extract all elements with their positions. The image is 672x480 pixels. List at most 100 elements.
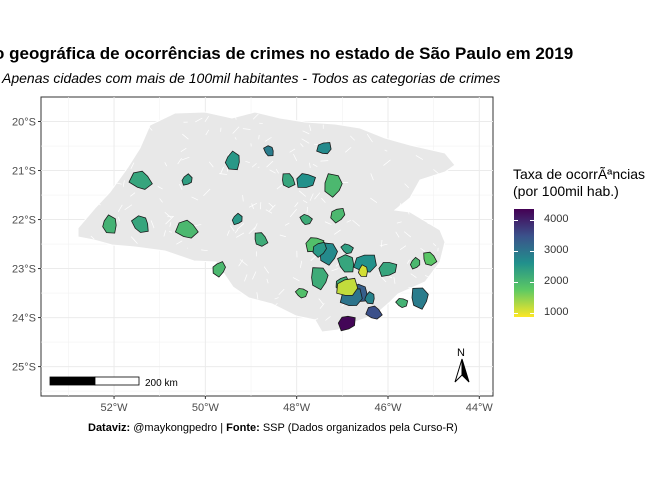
- legend-tick-mark: [530, 219, 534, 221]
- legend-tick-mark: [514, 219, 518, 221]
- city-polygon: [423, 251, 438, 266]
- municipal-boundary: [176, 240, 183, 245]
- municipal-boundary: [379, 243, 388, 247]
- municipal-boundary: [346, 219, 352, 223]
- y-tick-label: 25°S: [12, 362, 36, 374]
- municipal-boundary: [258, 134, 260, 140]
- city-polygon: [254, 232, 269, 247]
- north-arrow-right-icon: [461, 358, 470, 383]
- municipal-boundary: [289, 148, 296, 153]
- municipal-boundary: [191, 196, 199, 201]
- city-polygon: [330, 207, 346, 224]
- municipal-boundary: [245, 161, 250, 163]
- legend-tick-mark: [530, 282, 534, 284]
- municipal-boundary: [276, 184, 283, 190]
- municipal-boundary: [319, 303, 325, 309]
- city-polygon: [231, 212, 243, 226]
- city-polygon: [263, 145, 274, 157]
- city-polygon: [409, 256, 421, 270]
- municipal-boundary: [314, 192, 321, 200]
- municipal-boundary: [220, 166, 224, 174]
- municipal-boundary: [318, 298, 324, 305]
- municipal-boundary: [244, 274, 248, 282]
- municipal-boundary: [415, 155, 423, 160]
- municipal-boundary: [266, 278, 269, 284]
- municipal-boundary: [165, 216, 174, 225]
- legend: Taxa de ocorrÃªncias (por 100mil hab.) 4…: [513, 166, 646, 318]
- municipal-boundary: [324, 221, 332, 225]
- city-polygon: [174, 219, 199, 239]
- y-tick-label: 23°S: [12, 264, 36, 276]
- municipal-boundary: [293, 153, 298, 162]
- municipal-boundary: [320, 160, 329, 162]
- x-axis: 52°W 50°W 48°W 46°W 44°W: [101, 396, 494, 414]
- municipal-boundary: [341, 303, 345, 307]
- municipal-boundary: [252, 113, 259, 120]
- municipal-boundary: [299, 260, 303, 268]
- municipal-boundary: [265, 209, 273, 214]
- x-tick-label: 50°W: [192, 402, 220, 414]
- municipal-boundary: [274, 297, 279, 300]
- legend-title-line2: (por 100mil hab.): [513, 183, 619, 199]
- municipal-boundary: [292, 277, 300, 282]
- municipal-boundary: [232, 126, 240, 134]
- scale-bar-white: [94, 376, 140, 386]
- city-polygon: [102, 214, 117, 234]
- legend-tick-label: 2000: [544, 275, 569, 288]
- city-polygon: [395, 298, 409, 309]
- caption-dataviz-label: Dataviz:: [88, 422, 131, 434]
- legend-tick-mark: [514, 251, 518, 253]
- municipal-boundary: [410, 273, 417, 278]
- municipal-boundary: [251, 163, 257, 168]
- municipal-boundary: [122, 180, 125, 187]
- legend-tick-mark: [514, 282, 518, 284]
- city-polygon: [337, 315, 356, 332]
- city-polygon: [316, 142, 332, 155]
- municipal-boundary: [251, 203, 254, 210]
- municipal-boundary: [334, 229, 341, 235]
- municipal-boundary: [118, 216, 120, 222]
- city-polygon: [365, 305, 383, 320]
- legend-tick-label: 3000: [544, 244, 569, 257]
- municipal-boundary: [164, 211, 172, 219]
- municipal-boundary: [163, 230, 166, 237]
- municipal-boundary: [310, 255, 316, 261]
- municipal-boundary: [194, 223, 202, 227]
- city-polygon: [224, 150, 240, 171]
- municipal-boundary: [366, 133, 373, 143]
- municipal-boundary: [312, 163, 318, 168]
- municipal-boundary: [300, 143, 304, 148]
- municipal-boundary: [236, 232, 245, 238]
- municipal-boundary: [254, 223, 258, 230]
- municipal-boundary: [298, 190, 306, 197]
- municipal-boundary: [205, 129, 210, 136]
- municipal-boundary: [203, 188, 211, 197]
- north-label: N: [457, 347, 465, 359]
- x-tick-label: 44°W: [466, 402, 494, 414]
- municipal-boundary: [177, 157, 182, 165]
- municipal-boundary: [279, 234, 286, 238]
- municipal-boundary: [219, 173, 228, 175]
- caption: Dataviz: @maykongpedro | Fonte: SSP (Dad…: [88, 422, 458, 434]
- city-polygon: [299, 213, 313, 226]
- municipal-boundary: [201, 249, 208, 252]
- municipal-boundary: [90, 235, 95, 240]
- municipal-boundary: [284, 222, 290, 226]
- municipal-boundary: [269, 204, 276, 212]
- municipal-boundary: [383, 159, 391, 166]
- municipal-boundary: [265, 136, 272, 142]
- municipal-boundary: [395, 231, 400, 238]
- caption-source-label: Fonte:: [226, 422, 260, 434]
- y-tick-label: 24°S: [12, 313, 36, 325]
- municipal-boundary: [302, 130, 310, 135]
- municipal-boundary: [263, 266, 270, 274]
- city-polygon: [312, 241, 327, 258]
- municipal-boundary: [252, 271, 257, 280]
- municipal-boundary: [321, 197, 326, 203]
- municipal-boundary: [309, 193, 314, 201]
- legend-title-line1: Taxa de ocorrÃªncias: [513, 166, 646, 182]
- map-subtitle: Apenas cidades com mais de 100mil habita…: [2, 70, 501, 86]
- municipal-boundary: [237, 223, 245, 230]
- municipal-boundary: [403, 231, 412, 238]
- municipal-boundary: [117, 204, 123, 212]
